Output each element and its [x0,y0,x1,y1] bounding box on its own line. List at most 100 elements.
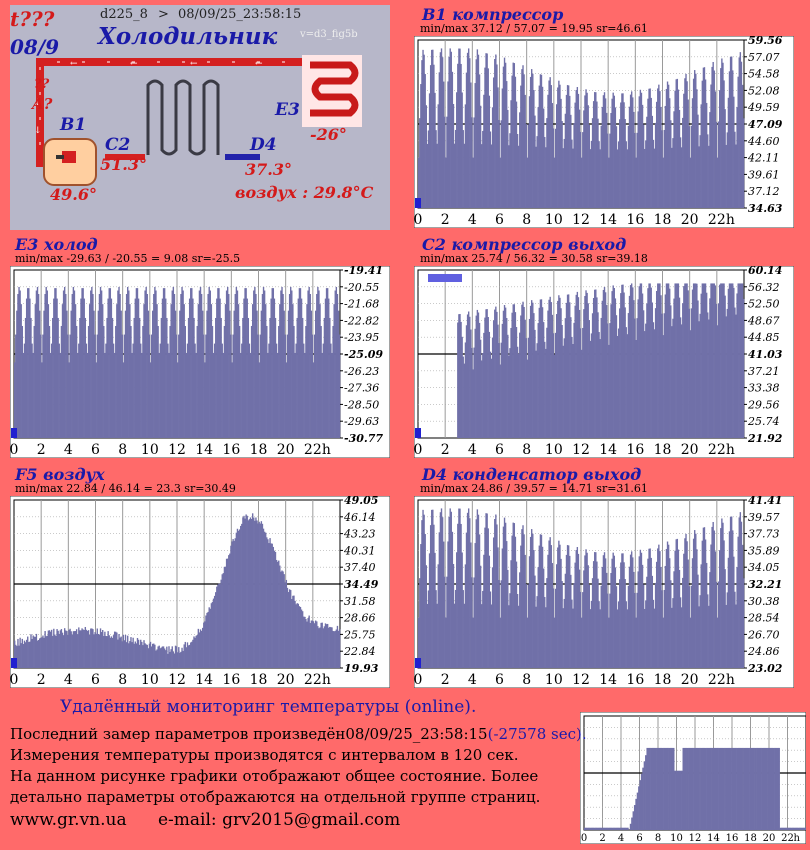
x-tick-label: 14 [599,442,617,458]
x-tick-label: 4 [468,672,477,688]
x-tick-label: 16 [726,833,739,844]
y-tick-label: 39.57 [748,511,780,524]
d4-chart-svg: 41.4139.5737.7335.8934.0532.2130.3828.54… [414,496,794,688]
device-id: d225_8 [100,7,148,22]
x-tick-label: 16 [222,672,240,688]
x-tick-label: 2 [441,442,450,458]
x-tick-label: 20 [681,672,699,688]
x-tick-label: 2 [37,672,46,688]
c2-temp: 51.3° [100,155,147,174]
y-tick-label: 44.85 [747,331,780,344]
level-marker [415,428,421,438]
c2-minmax: min/max 25.74 / 56.32 = 30.58 sr=39.18 [420,252,648,265]
data-bar [805,828,806,830]
y-tick-label: 34.05 [748,561,780,574]
level-marker [11,428,17,438]
x-tick-label: h [726,442,735,458]
x-tick-label: 4 [64,442,73,458]
y-tick-label: 19.93 [344,662,379,675]
data-bar [627,828,629,830]
x-tick-label: 20 [763,833,776,844]
x-tick-label: 14 [707,833,720,844]
y-tick-label: 39.61 [748,168,780,181]
x-tick-label: 6 [91,672,100,688]
scheme-title: Холодильник [98,23,277,50]
b1-temp: 49.6° [50,185,97,204]
x-tick-label: 12 [168,672,186,688]
email-link[interactable]: e-mail: grv2015@gmail.com [158,810,400,830]
y-tick-label: 41.03 [748,348,783,361]
y-tick-label: 30.38 [748,595,780,608]
x-tick-label: 22 [304,672,322,688]
x-tick-label: h [726,672,735,688]
x-tick-label: h [322,442,331,458]
x-tick-label: 0 [414,212,422,228]
x-tick-label: 18 [250,672,268,688]
x-tick-label: 16 [222,442,240,458]
svg-text:←: ← [255,59,263,69]
level-marker [11,658,17,668]
y-tick-label: -20.55 [344,281,379,294]
b1-minmax: min/max 37.12 / 57.07 = 19.95 sr=46.61 [420,22,648,35]
y-tick-label: 24.86 [747,645,780,658]
y-tick-label: 33.38 [748,382,780,395]
y-tick-label: 26.70 [747,628,780,641]
y-tick-label: -23.95 [344,331,379,344]
y-tick-label: 60.14 [748,266,782,277]
fridge-scheme: ← ← ← ← ↓ ↓ t??? 08/9 d225_8 > 08/09/25_… [10,5,390,230]
x-tick-label: 10 [670,833,683,844]
last-measure-text: Последний замер параметров произведён08/… [10,725,488,743]
site-link[interactable]: www.gr.vn.ua [10,810,127,830]
x-tick-label: 2 [441,672,450,688]
y-tick-label: 56.32 [748,281,780,294]
y-tick-label: -26.23 [344,365,379,378]
x-tick-label: 16 [626,442,644,458]
unknown-label: ?? [34,77,49,92]
y-tick-label: 59.56 [748,36,783,47]
f5-chart-svg: 49.0546.1443.2340.3137.4034.4931.5828.66… [10,496,390,688]
e3-chart-svg: -19.41-20.55-21.68-22.82-23.95-25.09-26.… [10,266,390,458]
x-tick-label: 4 [468,442,477,458]
elapsed-seconds: (-27578 sec). [488,725,587,743]
y-tick-label: 34.63 [748,202,783,215]
y-tick-label: 28.66 [343,612,376,625]
data-bar [339,335,340,438]
d4-minmax: min/max 24.86 / 39.57 = 14.71 sr=31.61 [420,482,648,495]
e3-temp: -26° [310,125,347,144]
data-bar [339,629,340,668]
x-tick-label: 10 [141,672,159,688]
y-tick-label: 41.41 [748,496,782,507]
y-tick-label: 57.07 [748,51,780,64]
x-tick-label: 8 [655,833,661,844]
info-line3: На данном рисунке графики отображают общ… [10,767,538,785]
x-tick-label: 12 [572,212,590,228]
y-tick-label: -28.50 [344,398,379,411]
y-tick-label: 25.74 [747,415,780,428]
info-line1: Последний замер параметров произведён08/… [10,725,587,743]
e3-label: E3 [275,100,300,120]
x-tick-label: 2 [37,442,46,458]
x-tick-label: 0 [414,672,422,688]
x-tick-label: 16 [626,212,644,228]
y-tick-label: 49.05 [344,496,378,507]
x-tick-label: 14 [599,672,617,688]
data-bar [743,578,744,668]
x-tick-label: 4 [64,672,73,688]
x-tick-label: 20 [277,442,295,458]
x-tick-label: 14 [195,442,213,458]
x-tick-label: 14 [599,212,617,228]
y-tick-label: 22.84 [343,645,376,658]
x-tick-label: 14 [195,672,213,688]
y-tick-label: 35.89 [748,544,780,557]
y-tick-label: -21.68 [344,298,379,311]
alert-label: t??? [10,7,54,31]
y-tick-label: 37.40 [344,561,376,574]
x-tick-label: 10 [545,672,563,688]
x-tick-label: 8 [118,442,127,458]
x-tick-label: 20 [681,212,699,228]
x-tick-label: 16 [626,672,644,688]
timestamp: 08/09/25_23:58:15 [178,7,301,22]
x-tick-label: 0 [414,442,422,458]
x-tick-label: 18 [744,833,757,844]
y-tick-label: 40.31 [343,544,376,557]
